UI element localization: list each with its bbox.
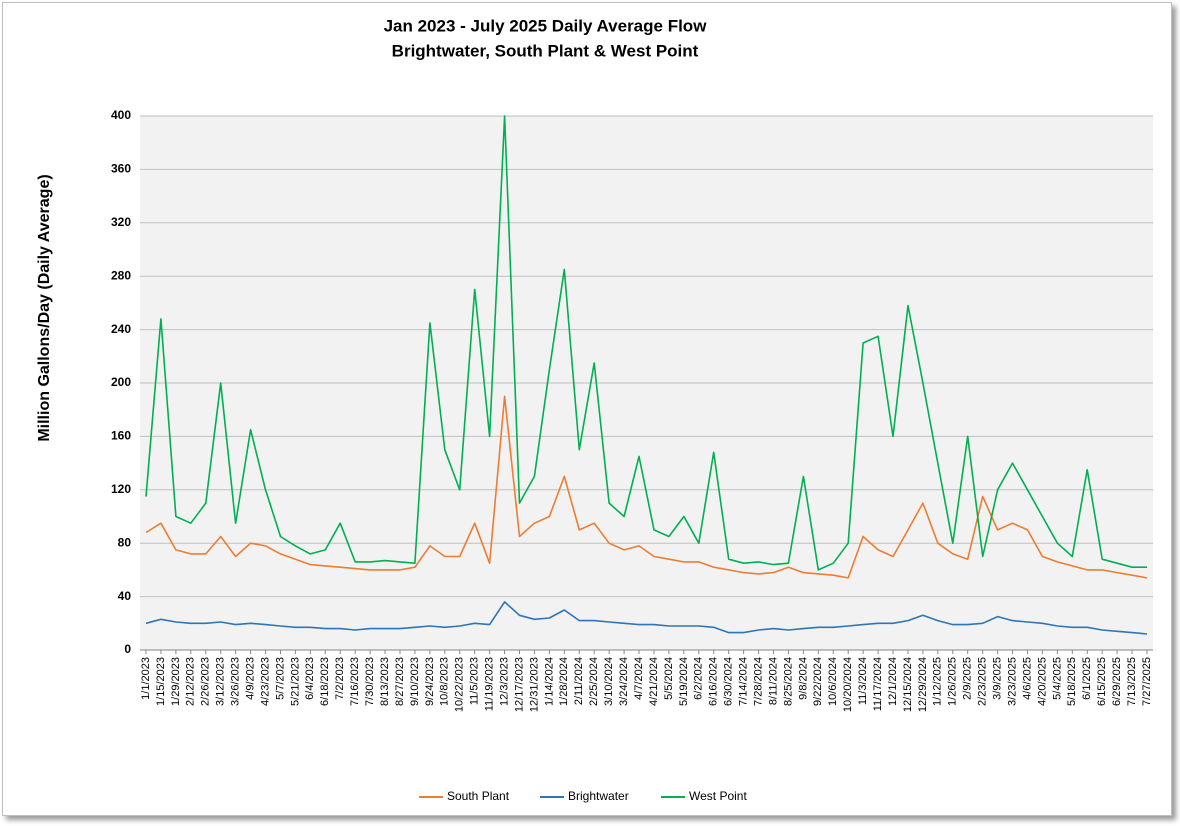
x-tick-label: 2/9/2025 xyxy=(962,657,974,700)
x-tick-label: 3/26/2023 xyxy=(230,657,242,706)
x-tick-label: 1/29/2023 xyxy=(170,657,182,706)
x-tick-label: 9/24/2023 xyxy=(424,657,436,706)
x-tick-label: 6/4/2023 xyxy=(304,657,316,700)
x-tick-label: 2/26/2023 xyxy=(200,657,212,706)
chart-title: Jan 2023 - July 2025 Daily Average Flow xyxy=(384,16,708,35)
x-tick-label: 12/29/2024 xyxy=(917,657,929,712)
x-tick-label: 7/13/2025 xyxy=(1126,657,1138,706)
x-tick-label: 1/1/2023 xyxy=(140,657,152,700)
x-tick-label: 11/17/2024 xyxy=(872,657,884,711)
x-tick-label: 8/13/2023 xyxy=(379,657,391,706)
y-tick-label: 320 xyxy=(111,215,131,229)
series-line xyxy=(145,115,1147,571)
x-tick-label: 10/8/2023 xyxy=(439,657,451,706)
y-tick-label: 360 xyxy=(111,162,131,176)
x-tick-label: 1/26/2025 xyxy=(947,657,959,706)
x-tick-label: 12/17/2023 xyxy=(513,657,525,712)
x-tick-label: 4/6/2025 xyxy=(1021,657,1033,700)
x-tick-label: 5/4/2025 xyxy=(1051,657,1063,700)
x-tick-label: 7/27/2025 xyxy=(1141,657,1153,706)
series-line xyxy=(145,601,1148,635)
x-tick-label: 7/14/2024 xyxy=(738,657,750,706)
x-tick-label: 2/11/2024 xyxy=(573,657,585,705)
x-tick-label: 6/16/2024 xyxy=(708,657,720,706)
x-tick-label: 3/24/2024 xyxy=(618,657,630,706)
x-tick-label: 3/9/2025 xyxy=(992,657,1004,700)
y-tick-label: 240 xyxy=(111,322,131,336)
legend-label: West Point xyxy=(689,789,747,803)
x-tick-label: 9/22/2024 xyxy=(812,657,824,706)
x-tick-label: 1/14/2024 xyxy=(543,657,555,706)
x-tick-label: 9/8/2024 xyxy=(797,657,809,700)
x-tick-label: 6/2/2024 xyxy=(693,657,705,700)
x-tick-label: 12/15/2024 xyxy=(902,657,914,712)
x-tick-label: 8/11/2024 xyxy=(767,657,779,705)
y-tick-label: 40 xyxy=(118,589,132,603)
x-tick-label: 7/2/2023 xyxy=(334,657,346,700)
x-tick-label: 7/28/2024 xyxy=(752,657,764,706)
x-tick-label: 4/21/2024 xyxy=(648,657,660,706)
y-tick-label: 0 xyxy=(124,642,131,656)
x-tick-label: 2/25/2024 xyxy=(588,657,600,706)
x-tick-label: 9/10/2023 xyxy=(409,657,421,706)
x-tick-label: 8/27/2023 xyxy=(394,657,406,706)
y-tick-label: 80 xyxy=(118,535,132,549)
x-tick-label: 12/31/2023 xyxy=(528,657,540,712)
x-tick-label: 4/23/2023 xyxy=(259,657,271,706)
x-tick-label: 10/20/2024 xyxy=(842,657,854,712)
legend-label: Brightwater xyxy=(568,789,629,803)
x-tick-label: 4/7/2024 xyxy=(633,657,645,700)
x-tick-label: 6/18/2023 xyxy=(319,657,331,706)
x-tick-label: 12/3/2023 xyxy=(498,657,510,706)
y-tick-label: 200 xyxy=(111,375,131,389)
x-tick-label: 6/29/2025 xyxy=(1111,657,1123,706)
x-tick-label: 12/1/2024 xyxy=(887,657,899,706)
y-tick-label: 400 xyxy=(111,108,131,122)
x-tick-label: 8/25/2024 xyxy=(782,657,794,706)
y-tick-label: 120 xyxy=(111,482,131,496)
x-tick-label: 4/9/2023 xyxy=(244,657,256,700)
y-tick-label: 160 xyxy=(111,429,131,443)
legend-label: South Plant xyxy=(447,789,510,803)
x-tick-label: 6/30/2024 xyxy=(723,657,735,706)
x-tick-label: 3/10/2024 xyxy=(603,657,615,706)
x-tick-label: 5/19/2024 xyxy=(678,657,690,706)
x-tick-label: 7/16/2023 xyxy=(349,657,361,706)
x-tick-label: 7/30/2023 xyxy=(364,657,376,706)
x-tick-label: 11/19/2023 xyxy=(484,657,496,711)
x-tick-label: 11/5/2023 xyxy=(469,657,481,705)
x-tick-label: 6/15/2025 xyxy=(1096,657,1108,706)
x-tick-label: 10/22/2023 xyxy=(454,657,466,712)
x-tick-label: 1/12/2025 xyxy=(932,657,944,706)
x-tick-label: 5/18/2025 xyxy=(1066,657,1078,706)
x-tick-label: 3/12/2023 xyxy=(215,657,227,706)
x-tick-label: 11/3/2024 xyxy=(857,657,869,705)
y-axis-label: Million Gallons/Day (Daily Average) xyxy=(36,174,53,441)
chart-subtitle: Brightwater, South Plant & West Point xyxy=(392,41,699,60)
x-tick-label: 3/23/2025 xyxy=(1006,657,1018,706)
y-tick-label: 280 xyxy=(111,268,131,282)
x-tick-label: 5/5/2024 xyxy=(663,657,675,700)
x-tick-label: 10/6/2024 xyxy=(827,657,839,706)
x-tick-label: 1/15/2023 xyxy=(155,657,167,706)
x-tick-label: 1/28/2024 xyxy=(558,657,570,706)
series-line xyxy=(145,395,1148,579)
x-tick-label: 2/23/2025 xyxy=(977,657,989,706)
x-tick-label: 5/7/2023 xyxy=(274,657,286,700)
x-tick-label: 2/12/2023 xyxy=(185,657,197,706)
x-tick-label: 5/21/2023 xyxy=(289,657,301,706)
x-tick-label: 6/1/2025 xyxy=(1081,657,1093,700)
x-tick-label: 4/20/2025 xyxy=(1036,657,1048,706)
